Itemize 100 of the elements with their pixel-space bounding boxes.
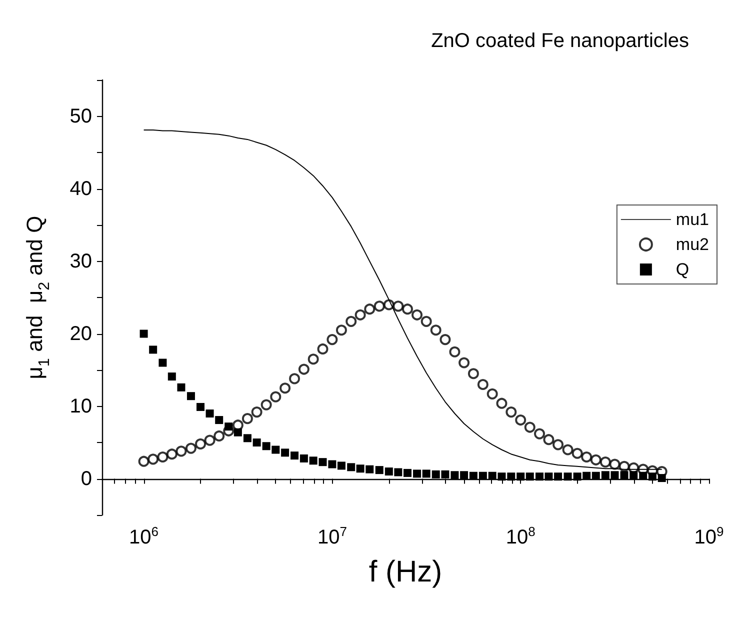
point: [185, 442, 196, 454]
point: [573, 472, 582, 481]
point: [609, 458, 620, 470]
point: [516, 472, 525, 481]
point: [336, 324, 347, 336]
y-tick-label: 30: [70, 250, 92, 272]
point: [639, 472, 648, 480]
point: [552, 439, 564, 450]
point: [272, 446, 280, 454]
point: [195, 438, 206, 450]
point: [206, 410, 214, 418]
x-axis-title: f (Hz): [368, 556, 442, 588]
y-tick-label: 20: [70, 322, 92, 345]
point: [477, 379, 488, 390]
point: [177, 383, 186, 392]
point: [507, 472, 516, 481]
point: [648, 472, 656, 481]
point: [412, 309, 423, 320]
point: [458, 357, 470, 368]
point: [196, 402, 205, 411]
point: [224, 422, 233, 431]
point: [524, 422, 536, 433]
point: [413, 470, 422, 478]
point: [168, 372, 176, 381]
point: [262, 442, 270, 450]
point: [610, 471, 619, 480]
point: [148, 454, 159, 465]
point: [337, 462, 346, 470]
point: [600, 456, 611, 468]
point: [515, 414, 526, 426]
point: [158, 358, 167, 367]
point: [450, 471, 459, 480]
point: [326, 334, 338, 346]
point: [290, 452, 299, 460]
point: [346, 316, 357, 327]
point: [317, 343, 328, 354]
point: [356, 464, 364, 473]
point: [281, 448, 290, 457]
point: [658, 474, 666, 482]
point: [526, 472, 534, 481]
point: [402, 304, 413, 315]
point: [260, 399, 272, 410]
point: [506, 406, 517, 418]
point: [449, 346, 460, 358]
point: [420, 316, 432, 327]
y-axis-title: μ1 and μ2 and Q: [22, 216, 53, 380]
y-tick-label: 10: [70, 395, 92, 418]
point: [486, 388, 498, 400]
point: [328, 460, 336, 468]
point: [289, 373, 300, 384]
point: [364, 304, 376, 315]
point: [300, 454, 308, 462]
point: [270, 391, 282, 402]
point: [630, 471, 638, 480]
y-tick-label: 40: [70, 178, 92, 200]
point: [572, 448, 583, 459]
point: [354, 309, 366, 320]
point: [582, 472, 591, 480]
point: [375, 466, 384, 474]
legend-label: mu1: [676, 210, 710, 229]
point: [620, 471, 628, 480]
point: [498, 472, 506, 481]
point: [157, 452, 168, 462]
point: [140, 330, 148, 338]
point: [309, 456, 318, 465]
point: [536, 472, 544, 481]
point: [440, 334, 451, 346]
point: [562, 444, 574, 456]
point: [374, 300, 385, 312]
point: [496, 398, 508, 409]
point: [592, 472, 600, 480]
point: [318, 458, 327, 466]
point: [384, 468, 393, 476]
point: [564, 472, 572, 481]
point: [308, 354, 319, 365]
point: [347, 463, 356, 472]
point: [478, 472, 487, 480]
point: [554, 472, 562, 481]
point: [252, 438, 261, 446]
point: [392, 300, 404, 312]
legend-label: mu2: [676, 235, 710, 254]
point: [298, 364, 310, 375]
point: [422, 470, 430, 478]
point: [441, 470, 450, 478]
point: [234, 428, 242, 436]
point: [138, 456, 150, 467]
point: [581, 452, 592, 462]
point: [215, 416, 224, 424]
point: [432, 470, 440, 478]
point: [186, 392, 195, 400]
point: [430, 324, 442, 336]
point: [534, 428, 546, 440]
point: [204, 434, 216, 446]
point: [366, 465, 374, 474]
point: [176, 446, 187, 457]
point: [469, 472, 478, 480]
y-tick-label: 0: [80, 468, 92, 490]
point: [243, 434, 252, 442]
point: [544, 472, 553, 481]
point: [543, 434, 554, 446]
